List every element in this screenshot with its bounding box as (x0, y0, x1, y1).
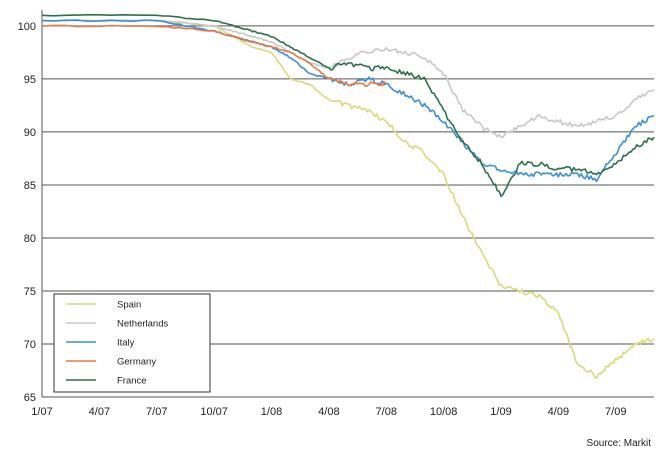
x-tick-label: 1/09 (490, 406, 511, 418)
source-note: Source: Markit (587, 438, 652, 449)
series-line-spain (41, 19, 655, 379)
series-line-germany (41, 24, 387, 87)
x-tick-label: 10/07 (200, 406, 228, 418)
legend-label: Spain (117, 300, 141, 311)
y-tick-label: 75 (24, 286, 36, 298)
y-tick-label: 90 (24, 127, 36, 139)
x-tick-label: 4/07 (89, 406, 110, 418)
legend-label: Italy (117, 338, 135, 349)
y-tick-label: 65 (24, 392, 36, 404)
legend: Spain Netherlands Italy Germany France (53, 293, 211, 393)
x-tick-label: 10/08 (430, 406, 458, 418)
y-axis-ticks: 65 70 75 80 85 90 95 100 (18, 21, 36, 404)
x-tick-label: 7/09 (605, 406, 626, 418)
x-tick-label: 1/08 (261, 406, 282, 418)
y-tick-label: 80 (24, 233, 36, 245)
series-lines (41, 14, 655, 379)
legend-label: Germany (117, 357, 156, 368)
x-tick-label: 4/09 (548, 406, 569, 418)
y-tick-label: 85 (24, 180, 36, 192)
x-axis-ticks: 1/07 4/07 7/07 10/07 1/08 4/08 7/08 10/08 1/09 4/… (31, 406, 626, 418)
legend-label: France (117, 376, 147, 387)
series-line-france (41, 14, 655, 198)
x-tick-label: 7/07 (146, 406, 167, 418)
series-line-netherlands (41, 19, 655, 138)
x-tick-label: 1/07 (31, 406, 52, 418)
x-tick-label: 4/08 (318, 406, 339, 418)
y-tick-label: 70 (24, 339, 36, 351)
legend-label: Netherlands (117, 319, 168, 330)
series-line-italy (41, 19, 655, 183)
x-tick-label: 7/08 (376, 406, 397, 418)
y-tick-label: 95 (24, 74, 36, 86)
legend-box (53, 293, 211, 393)
y-tick-label: 100 (18, 21, 36, 33)
